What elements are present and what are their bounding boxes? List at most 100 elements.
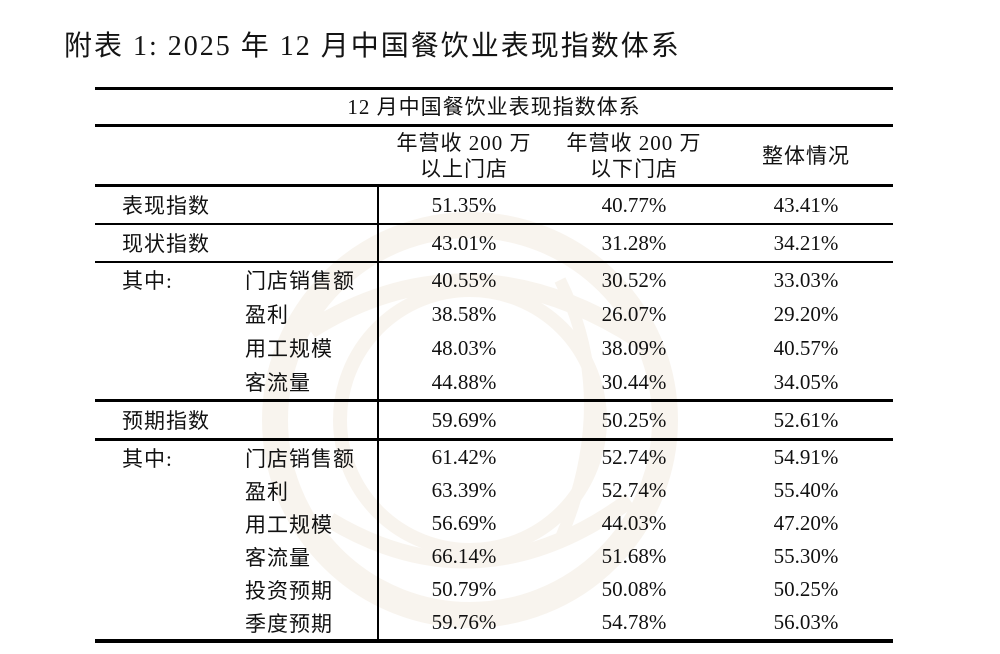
value-cell: 59.69% (431, 407, 497, 432)
row-label: 盈利 (245, 479, 289, 504)
row-values: 40.55% 30.52% 33.03% (377, 263, 893, 297)
value-cell: 43.01% (431, 230, 497, 255)
section-expectation-subitems: 其中: 门店销售额 61.42% 52.74% 54.91% 盈利 63.39%… (95, 441, 893, 643)
row-values: 63.39% 52.74% 55.40% (377, 474, 893, 507)
row-label: 预期指数 (122, 409, 210, 433)
table-header-row: 年营收 200 万 以上门店 年营收 200 万 以下门店 整体情况 (95, 127, 893, 187)
value-cell: 38.58% (431, 301, 497, 326)
value-cell: 54.91% (773, 445, 839, 469)
table-row: 其中: 门店销售额 40.55% 30.52% 33.03% (95, 263, 893, 297)
table-row: 盈利 38.58% 26.07% 29.20% (95, 297, 893, 331)
row-label-cell: 用工规模 (95, 331, 377, 365)
value-cell: 34.05% (773, 369, 839, 394)
value-cell: 44.88% (431, 369, 497, 394)
value-cell: 40.77% (601, 192, 667, 217)
value-cell: 40.55% (431, 267, 497, 292)
value-cell: 54.78% (601, 610, 667, 634)
section-current-subitems: 其中: 门店销售额 40.55% 30.52% 33.03% 盈利 38.58%… (95, 263, 893, 402)
value-cell: 56.03% (773, 610, 839, 634)
value-cell: 47.20% (773, 511, 839, 535)
value-cell: 40.57% (773, 335, 839, 360)
row-label-cell: 盈利 (95, 297, 377, 331)
row-values: 61.42% 52.74% 54.91% (377, 441, 893, 474)
value-cell: 29.20% (773, 301, 839, 326)
row-prefix: 其中: (122, 446, 173, 471)
row-label-cell: 季度预期 (95, 606, 377, 639)
row-label-cell: 其中: 门店销售额 (95, 441, 377, 474)
row-label: 投资预期 (245, 578, 333, 603)
section-expectation-index: 预期指数 59.69% 50.25% 52.61% (95, 402, 893, 441)
table-row: 客流量 44.88% 30.44% 34.05% (95, 365, 893, 399)
table-row: 其中: 门店销售额 61.42% 52.74% 54.91% (95, 441, 893, 474)
value-cell: 56.69% (431, 511, 497, 535)
row-label-cell: 投资预期 (95, 573, 377, 606)
column-header-line2: 以上门店 (420, 156, 508, 181)
column-header-below-2m: 年营收 200 万 以下门店 (549, 127, 719, 184)
value-cell: 50.08% (601, 577, 667, 601)
row-label-cell: 客流量 (95, 365, 377, 399)
column-header-overall: 整体情况 (719, 127, 893, 184)
row-values: 51.35% 40.77% 43.41% (377, 187, 893, 223)
row-values: 38.58% 26.07% 29.20% (377, 297, 893, 331)
value-cell: 31.28% (601, 230, 667, 255)
row-label: 表现指数 (122, 194, 210, 218)
value-cell: 26.07% (601, 301, 667, 326)
table-row: 季度预期 59.76% 54.78% 56.03% (95, 606, 893, 639)
value-cell: 51.35% (431, 192, 497, 217)
row-values: 66.14% 51.68% 55.30% (377, 540, 893, 573)
value-cell: 34.21% (773, 230, 839, 255)
column-header-line1: 年营收 200 万 (396, 130, 532, 155)
value-cell: 55.30% (773, 544, 839, 568)
table-row: 用工规模 48.03% 38.09% 40.57% (95, 331, 893, 365)
value-cell: 50.25% (773, 577, 839, 601)
row-label: 用工规模 (245, 512, 333, 537)
row-label-cell: 盈利 (95, 474, 377, 507)
header-label-spacer (95, 127, 377, 184)
row-label: 门店销售额 (245, 446, 355, 471)
value-cell: 50.79% (431, 577, 497, 601)
column-header-line2: 以下门店 (590, 156, 678, 181)
row-values: 59.69% 50.25% 52.61% (377, 402, 893, 438)
row-label: 季度预期 (245, 611, 333, 636)
page-title: 附表 1: 2025 年 12 月中国餐饮业表现指数体系 (64, 31, 681, 62)
value-cell: 50.25% (601, 407, 667, 432)
table-row: 预期指数 59.69% 50.25% 52.61% (95, 402, 893, 438)
row-label: 用工规模 (245, 337, 333, 361)
column-header-above-2m: 年营收 200 万 以上门店 (379, 127, 549, 184)
row-values: 48.03% 38.09% 40.57% (377, 331, 893, 365)
value-cell: 44.03% (601, 511, 667, 535)
value-cell: 48.03% (431, 335, 497, 360)
section-performance-index: 表现指数 51.35% 40.77% 43.41% (95, 187, 893, 225)
row-label-cell: 其中: 门店销售额 (95, 263, 377, 297)
row-label-cell: 预期指数 (95, 402, 377, 438)
row-prefix: 其中: (122, 269, 173, 293)
table-row: 投资预期 50.79% 50.08% 50.25% (95, 573, 893, 606)
value-cell: 59.76% (431, 610, 497, 634)
row-values: 43.01% 31.28% 34.21% (377, 225, 893, 261)
row-label: 门店销售额 (245, 269, 355, 293)
value-cell: 52.61% (773, 407, 839, 432)
row-label-cell: 现状指数 (95, 225, 377, 261)
row-values: 50.79% 50.08% 50.25% (377, 573, 893, 606)
row-label-cell: 客流量 (95, 540, 377, 573)
value-cell: 55.40% (773, 478, 839, 502)
value-cell: 61.42% (431, 445, 497, 469)
performance-index-table: 12 月中国餐饮业表现指数体系 年营收 200 万 以上门店 年营收 200 万… (95, 87, 893, 643)
table-row: 现状指数 43.01% 31.28% 34.21% (95, 225, 893, 261)
row-label: 客流量 (245, 371, 311, 395)
row-values: 44.88% 30.44% 34.05% (377, 365, 893, 399)
row-label: 现状指数 (122, 232, 210, 256)
row-values: 56.69% 44.03% 47.20% (377, 507, 893, 540)
value-cell: 63.39% (431, 478, 497, 502)
table-row: 盈利 63.39% 52.74% 55.40% (95, 474, 893, 507)
value-cell: 52.74% (601, 478, 667, 502)
value-cell: 38.09% (601, 335, 667, 360)
value-cell: 66.14% (431, 544, 497, 568)
table-row: 用工规模 56.69% 44.03% 47.20% (95, 507, 893, 540)
row-label: 客流量 (245, 545, 311, 570)
value-cell: 30.44% (601, 369, 667, 394)
row-label: 盈利 (245, 303, 289, 327)
row-label-cell: 用工规模 (95, 507, 377, 540)
section-current-index: 现状指数 43.01% 31.28% 34.21% (95, 225, 893, 263)
